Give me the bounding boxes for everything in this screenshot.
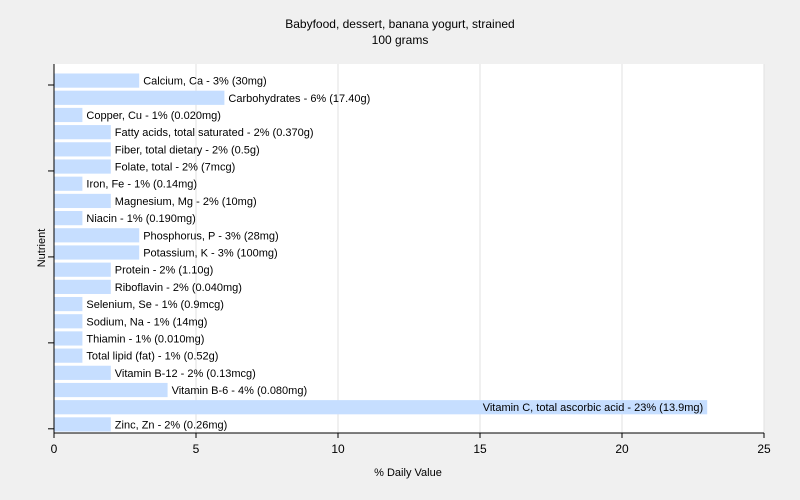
x-tick-label: 25 <box>757 442 771 456</box>
bar-label-1: Carbohydrates - 6% (17.40g) <box>228 93 370 105</box>
plot-area: Calcium, Ca - 3% (30mg) Carbohydrates - 6… <box>48 64 771 456</box>
bar-16 <box>54 348 83 363</box>
bar-label-15: Thiamin - 1% (0.010mg) <box>86 333 204 345</box>
bar-5 <box>54 159 111 174</box>
bar-label-4: Fiber, total dietary - 2% (0.5g) <box>115 144 260 156</box>
bar-label-3: Fatty acids, total saturated - 2% (0.370… <box>115 127 314 139</box>
bar-label-11: Protein - 2% (1.10g) <box>115 265 213 277</box>
plot-background <box>54 64 764 433</box>
bar-4 <box>54 142 111 157</box>
bar-label-19: Vitamin C, total ascorbic acid - 23% (13… <box>483 402 704 414</box>
x-tick-label: 5 <box>193 442 200 456</box>
x-tick-label: 20 <box>615 442 629 456</box>
bar-11 <box>54 262 111 277</box>
bar-19 <box>54 400 708 415</box>
bar-label-8: Niacin - 1% (0.190mg) <box>86 213 195 225</box>
bar-17 <box>54 365 111 380</box>
bar-label-0: Calcium, Ca - 3% (30mg) <box>143 76 266 88</box>
bar-label-2: Copper, Cu - 1% (0.020mg) <box>86 110 221 122</box>
bar-0 <box>54 73 140 88</box>
bar-18 <box>54 382 168 398</box>
bar-9 <box>54 228 140 243</box>
bar-6 <box>54 176 83 191</box>
bar-14 <box>54 314 83 329</box>
bar-8 <box>54 211 83 226</box>
bar-3 <box>54 125 111 140</box>
x-tick-label: 10 <box>331 442 345 456</box>
bar-label-16: Total lipid (fat) - 1% (0.52g) <box>86 351 218 363</box>
bar-label-13: Selenium, Se - 1% (0.9mcg) <box>86 299 224 311</box>
bar-label-14: Sodium, Na - 1% (14mg) <box>86 316 207 328</box>
x-axis-label: % Daily Value <box>374 467 442 479</box>
bar-label-12: Riboflavin - 2% (0.040mg) <box>115 282 242 294</box>
chart-title: Babyfood, dessert, banana yogurt, strain… <box>285 17 514 31</box>
bar-label-5: Folate, total - 2% (7mcg) <box>115 162 235 174</box>
bar-12 <box>54 279 111 294</box>
bar-label-20: Zinc, Zn - 2% (0.26mg) <box>115 419 227 431</box>
bar-15 <box>54 331 83 346</box>
x-tick-label: 15 <box>473 442 487 456</box>
bar-label-9: Phosphorus, P - 3% (28mg) <box>143 230 279 242</box>
bar-2 <box>54 107 83 123</box>
bar-7 <box>54 193 111 209</box>
bar-label-7: Magnesium, Mg - 2% (10mg) <box>115 196 257 208</box>
bar-label-17: Vitamin B-12 - 2% (0.13mcg) <box>115 368 256 380</box>
bar-1 <box>54 90 225 105</box>
bar-20 <box>54 417 111 432</box>
bar-label-6: Iron, Fe - 1% (0.14mg) <box>86 179 197 191</box>
bar-13 <box>54 296 83 312</box>
y-axis-label: Nutrient <box>36 229 48 268</box>
chart-subtitle: 100 grams <box>372 33 429 47</box>
x-tick-label: 0 <box>51 442 58 456</box>
bar-label-10: Potassium, K - 3% (100mg) <box>143 248 278 260</box>
bar-label-18: Vitamin B-6 - 4% (0.080mg) <box>172 385 308 397</box>
bar-10 <box>54 245 140 260</box>
